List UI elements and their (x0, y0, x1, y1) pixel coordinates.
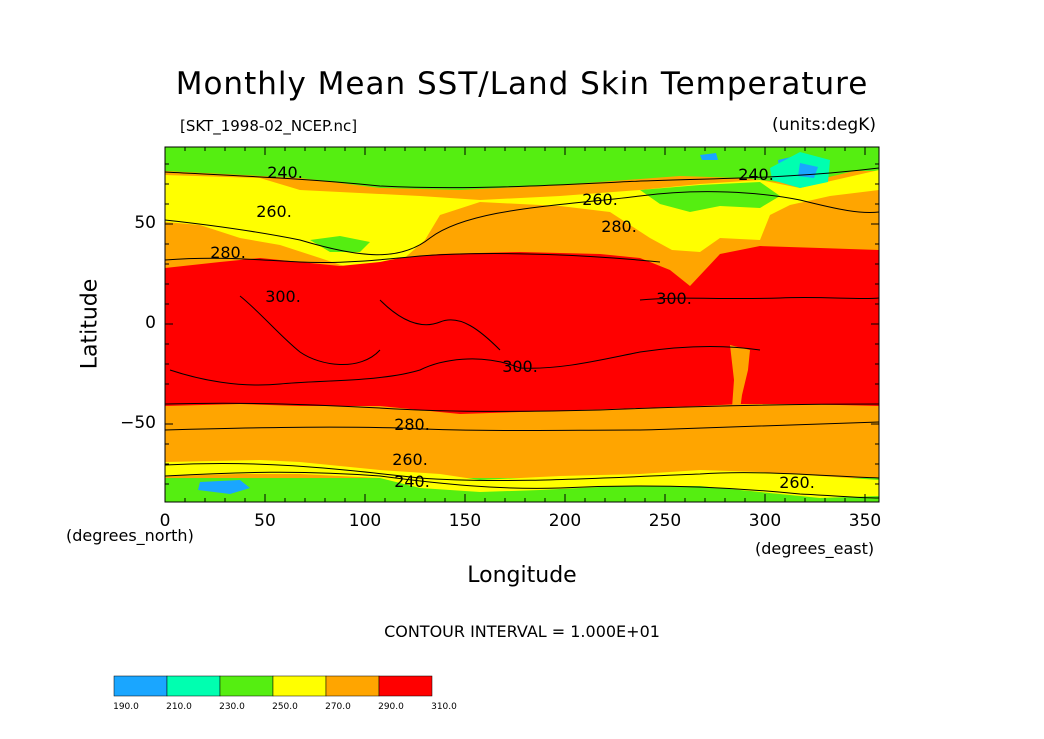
band-190-210-antarctica (198, 480, 250, 494)
contour-line (165, 253, 661, 264)
contour-label: 260. (779, 473, 815, 492)
chart-title: Monthly Mean SST/Land Skin Temperature (175, 66, 869, 102)
temperature-bands (165, 147, 879, 502)
x-tick-300: 300 (748, 511, 782, 531)
contour-label: 300. (656, 289, 692, 308)
y-tick-50: 50 (134, 213, 156, 233)
contour-label: 240. (267, 163, 303, 182)
x-tick-0: 0 (159, 511, 171, 531)
contour-label: 260. (582, 190, 618, 209)
contour-lines (165, 167, 879, 499)
x-tick-200: 200 (548, 511, 582, 531)
x-tick-350: 350 (848, 511, 882, 531)
x-axis-label: Longitude (467, 563, 577, 588)
contour-line (379, 299, 501, 351)
contour-line (165, 402, 879, 412)
colorbar-swatch (378, 675, 433, 697)
x-unit-note: (degrees_east) (755, 539, 875, 558)
colorbar-tick-label: 270.0 (325, 702, 351, 712)
band-290-310-tropics (165, 246, 879, 414)
colorbar-swatch (166, 675, 221, 697)
colorbar-tick-label: 190.0 (113, 702, 139, 712)
x-tick-100: 100 (348, 511, 382, 531)
contour-line (165, 471, 879, 499)
contour-line (239, 295, 381, 365)
contour-label: 260. (392, 450, 428, 469)
contour-label: 240. (394, 472, 430, 491)
colorbar-tick-label: 210.0 (166, 702, 192, 712)
contour-line (639, 296, 879, 301)
band-190-210-arctic (700, 153, 718, 160)
y-axis-label: Latitude (77, 278, 103, 370)
band-230-250-canada (640, 182, 780, 212)
colorbar-swatch (272, 675, 327, 697)
y-tick-0: 0 (145, 313, 156, 333)
colorbar (113, 675, 433, 697)
contour-label: 280. (394, 415, 430, 434)
contour-label: 280. (210, 243, 246, 262)
contour-line (165, 462, 879, 482)
band-270-290-andes (730, 345, 750, 410)
contour-line (165, 421, 879, 431)
contour-line (169, 345, 761, 386)
colorbar-tick-label: 290.0 (378, 702, 404, 712)
colorbar-tick-label: 310.0 (431, 702, 457, 712)
contour-line (165, 191, 879, 256)
y-unit-note: (degrees_north) (66, 526, 194, 545)
contour-label: 260. (256, 202, 292, 221)
x-tick-50: 50 (254, 511, 276, 531)
colorbar-swatch (219, 675, 274, 697)
colorbar-swatch (113, 675, 168, 697)
x-tick-250: 250 (648, 511, 682, 531)
y-tick-minus-50: −50 (120, 413, 156, 433)
contour-line (165, 167, 879, 189)
file-label: [SKT_1998-02_NCEP.nc] (180, 117, 358, 135)
x-tick-150: 150 (448, 511, 482, 531)
band-230-250-north-land (165, 147, 879, 190)
tick-marks (164, 147, 879, 502)
band-230-250-asia (310, 236, 370, 252)
contour-label: 280. (601, 217, 637, 236)
contour-interval-note: CONTOUR INTERVAL = 1.000E+01 (384, 622, 660, 641)
contour-label: 300. (265, 287, 301, 306)
contour-labels: 240. 260. 280. 300. 300. 300. 280. 260. 240. 260.… (210, 163, 815, 492)
colorbar-tick-label: 250.0 (272, 702, 298, 712)
contour-label: 240. (738, 165, 774, 184)
colorbar-swatch (325, 675, 380, 697)
colorbar-tick-label: 230.0 (219, 702, 245, 712)
contour-label: 300. (502, 357, 538, 376)
units-label: (units:degK) (772, 115, 876, 135)
